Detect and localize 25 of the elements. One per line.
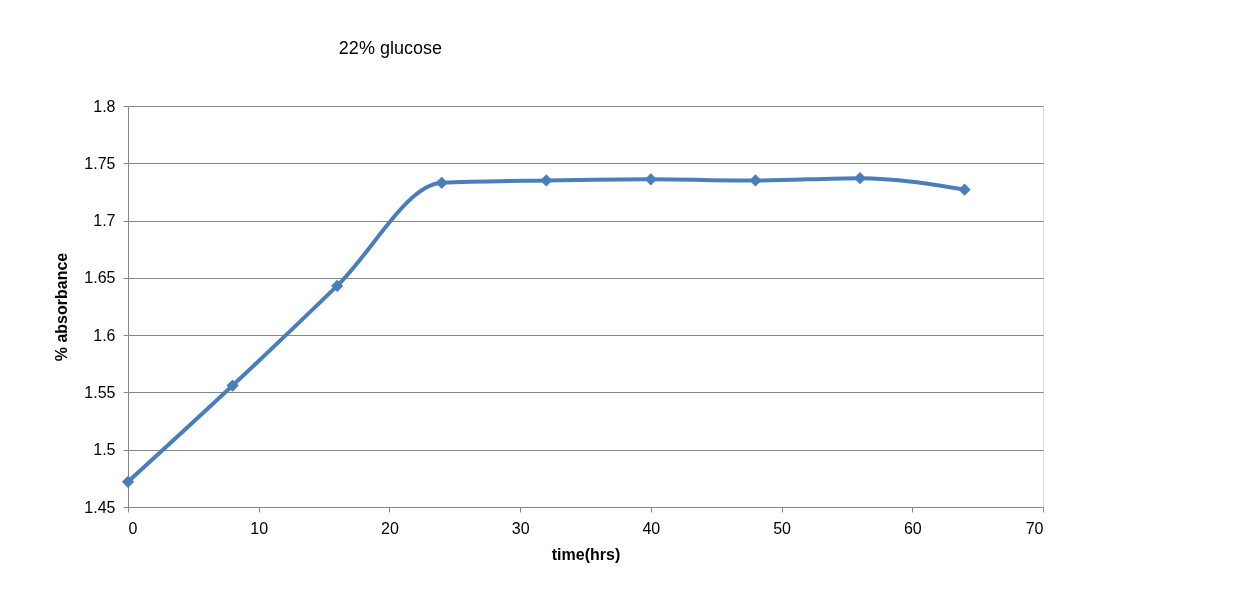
y-tick-label: 1.55 — [84, 383, 116, 401]
x-tick-label: 50 — [773, 519, 792, 537]
y-tick-label: 1.75 — [84, 154, 116, 172]
y-tick-label: 1.65 — [84, 269, 116, 287]
y-tick-label: 1.5 — [93, 441, 116, 459]
x-tick-label: 10 — [250, 519, 269, 537]
point — [226, 379, 239, 392]
x-tick-label: 20 — [381, 519, 399, 537]
point — [958, 183, 971, 196]
y-tick-label: 1.7 — [93, 212, 116, 230]
point — [121, 475, 135, 488]
x-tick-label: 40 — [642, 519, 661, 537]
x-tick-label: 70 — [1025, 519, 1044, 537]
y-tick-label: 1.8 — [93, 97, 116, 115]
x-tick-label: 60 — [903, 519, 922, 537]
y-tick-label: 1.6 — [93, 326, 116, 344]
x-tick-label: 0 — [128, 519, 138, 537]
y-axis-title: % absorbance — [53, 252, 71, 362]
x-tick-label: 30 — [511, 519, 530, 537]
point — [331, 279, 344, 292]
point — [853, 172, 867, 185]
y-tick-label: 1.45 — [84, 498, 116, 516]
chart-title: 22% glucose — [338, 38, 442, 58]
x-axis-title: time(hrs) — [551, 545, 621, 563]
point — [435, 176, 448, 189]
